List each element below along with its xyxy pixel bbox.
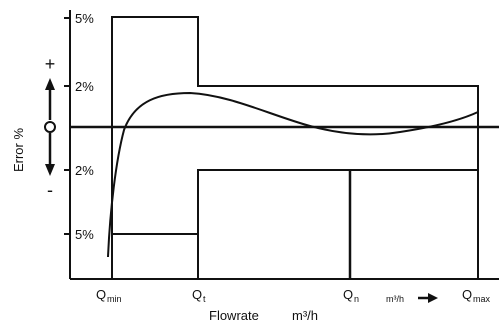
- unit-hint: m³/h: [386, 294, 404, 304]
- svg-text:n: n: [354, 294, 359, 304]
- svg-text:t: t: [203, 294, 206, 304]
- upper-tolerance-limit: [111, 16, 479, 279]
- y-ticks: [64, 17, 70, 235]
- svg-text:min: min: [107, 294, 122, 304]
- svg-text:Q: Q: [343, 287, 353, 302]
- y-tick-label-plus5: 5%: [75, 11, 94, 26]
- minus-sign: -: [47, 180, 53, 200]
- x-tick-qt: Q t: [192, 287, 206, 304]
- plus-sign: +: [45, 54, 56, 74]
- x-tick-qmax: Q max: [462, 287, 491, 304]
- lower-tolerance-limit: [112, 169, 478, 235]
- svg-text:Q: Q: [96, 287, 106, 302]
- svg-text:Q: Q: [462, 287, 472, 302]
- svg-text:Q: Q: [192, 287, 202, 302]
- y-tick-label-minus5: 5%: [75, 227, 94, 242]
- down-arrow-head: [45, 164, 55, 176]
- zero-circle: [44, 121, 56, 133]
- up-arrow-head: [45, 78, 55, 90]
- error-curve: [107, 91, 479, 258]
- unit-arrow-head: [428, 293, 438, 303]
- y-tick-label-plus2: 2%: [75, 79, 94, 94]
- x-tick-qn: Q n: [343, 287, 359, 304]
- y-axis-title: Error %: [11, 128, 26, 173]
- x-axis-unit: m³/h: [292, 308, 318, 323]
- y-tick-label-minus2: 2%: [75, 163, 94, 178]
- svg-text:max: max: [473, 294, 491, 304]
- x-tick-qmin: Q min: [96, 287, 122, 304]
- x-axis-title: Flowrate: [209, 308, 259, 323]
